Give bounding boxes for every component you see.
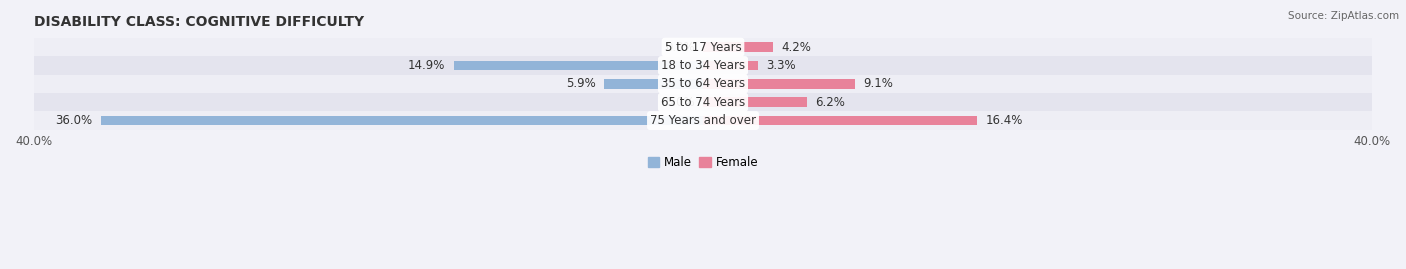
Bar: [703, 43, 773, 52]
Bar: [605, 79, 703, 89]
Bar: [34, 56, 1372, 75]
Bar: [703, 97, 807, 107]
Bar: [34, 38, 1372, 56]
Bar: [34, 75, 1372, 93]
Text: 75 Years and over: 75 Years and over: [650, 114, 756, 127]
Text: 16.4%: 16.4%: [986, 114, 1024, 127]
Text: 6.2%: 6.2%: [815, 96, 845, 109]
Text: 4.2%: 4.2%: [782, 41, 811, 54]
Text: 5 to 17 Years: 5 to 17 Years: [665, 41, 741, 54]
Bar: [34, 93, 1372, 111]
Legend: Male, Female: Male, Female: [643, 151, 763, 174]
Text: 3.3%: 3.3%: [766, 59, 796, 72]
Text: 14.9%: 14.9%: [408, 59, 446, 72]
Bar: [703, 79, 855, 89]
Bar: [34, 111, 1372, 130]
Text: 9.1%: 9.1%: [863, 77, 894, 90]
Text: 0.0%: 0.0%: [665, 41, 695, 54]
Text: 5.9%: 5.9%: [567, 77, 596, 90]
Text: 36.0%: 36.0%: [55, 114, 93, 127]
Bar: [100, 116, 703, 125]
Text: 0.0%: 0.0%: [665, 96, 695, 109]
Text: DISABILITY CLASS: COGNITIVE DIFFICULTY: DISABILITY CLASS: COGNITIVE DIFFICULTY: [34, 15, 364, 29]
Bar: [703, 116, 977, 125]
Text: 18 to 34 Years: 18 to 34 Years: [661, 59, 745, 72]
Text: 35 to 64 Years: 35 to 64 Years: [661, 77, 745, 90]
Text: Source: ZipAtlas.com: Source: ZipAtlas.com: [1288, 11, 1399, 21]
Text: 65 to 74 Years: 65 to 74 Years: [661, 96, 745, 109]
Bar: [703, 61, 758, 70]
Bar: [454, 61, 703, 70]
